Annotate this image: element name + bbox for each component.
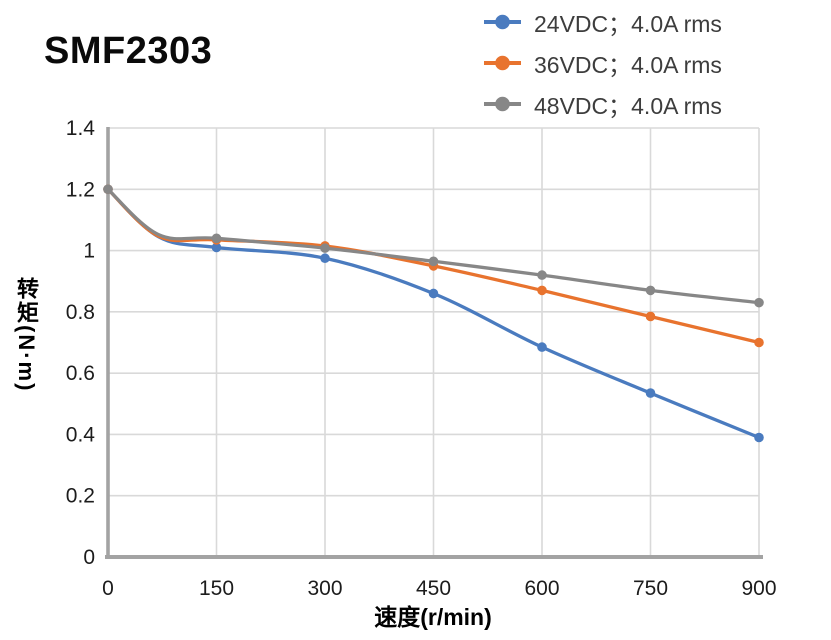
data-point-marker — [754, 337, 764, 348]
series-3 — [103, 184, 764, 308]
series-line — [106, 187, 761, 440]
legend-line-marker-icon — [484, 55, 521, 70]
y-tick-label: 1.2 — [66, 178, 95, 201]
legend-item-1: 24VDC；4.0A rms — [484, 1, 722, 42]
legend-line-marker-icon — [484, 14, 521, 29]
series-1 — [103, 184, 764, 443]
x-tick-label: 150 — [199, 577, 234, 600]
y-tick-label: 1 — [83, 240, 95, 263]
x-tick-label: 900 — [741, 577, 776, 600]
x-tick-label: 450 — [416, 577, 451, 600]
legend: 24VDC；4.0A rms 36VDC；4.0A rms 48VDC；4.0A r… — [484, 1, 722, 124]
data-point-marker — [211, 233, 222, 244]
legend-item-3: 48VDC；4.0A rms — [484, 83, 722, 124]
x-axis-title: 速度(r/min) — [374, 604, 492, 630]
legend-line-marker-icon — [484, 96, 521, 111]
y-tick-label: 0.2 — [66, 485, 95, 508]
data-point-marker — [537, 270, 547, 280]
legend-label: 24VDC；4.0A rms — [534, 10, 722, 37]
x-tick-label: 0 — [102, 577, 114, 600]
x-tick-label: 300 — [307, 577, 342, 600]
x-tick-label: 600 — [524, 577, 559, 600]
legend-label: 48VDC；4.0A rms — [534, 92, 722, 119]
data-point-marker — [211, 242, 222, 253]
data-point-marker — [537, 342, 547, 352]
legend-item-2: 36VDC；4.0A rms — [484, 42, 722, 83]
data-point-marker — [645, 388, 656, 398]
data-point-marker — [103, 184, 113, 195]
data-point-marker — [645, 311, 656, 322]
data-point-marker — [428, 288, 439, 299]
data-point-marker — [754, 297, 764, 308]
data-point-marker — [320, 253, 330, 264]
data-point-marker — [754, 432, 764, 443]
legend-label: 36VDC；4.0A rms — [534, 51, 722, 78]
x-tick-label: 750 — [633, 577, 668, 600]
data-point-marker — [320, 243, 330, 253]
y-tick-label: 0.4 — [66, 423, 96, 446]
y-tick-label: 0.6 — [66, 362, 95, 385]
y-axis-title: 转矩(N·m) — [14, 277, 39, 393]
y-tick-label: 0.8 — [66, 301, 95, 324]
data-point-marker — [537, 285, 547, 296]
data-point-marker — [428, 256, 439, 267]
y-tick-label: 1.4 — [66, 117, 96, 140]
y-tick-label: 0 — [83, 546, 95, 569]
data-point-marker — [645, 285, 656, 296]
chart-title: SMF2303 — [44, 30, 213, 72]
